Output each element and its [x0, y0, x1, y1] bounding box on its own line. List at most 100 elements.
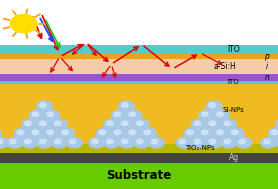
- Circle shape: [136, 139, 143, 144]
- Circle shape: [59, 128, 75, 139]
- Circle shape: [126, 110, 142, 121]
- Circle shape: [176, 137, 192, 148]
- Circle shape: [221, 119, 237, 130]
- Circle shape: [194, 121, 201, 125]
- Circle shape: [10, 15, 37, 33]
- Circle shape: [264, 139, 270, 144]
- Circle shape: [184, 128, 199, 139]
- Circle shape: [214, 110, 229, 121]
- Circle shape: [32, 130, 39, 135]
- Circle shape: [10, 139, 16, 144]
- Circle shape: [149, 137, 164, 148]
- Circle shape: [37, 101, 52, 112]
- Circle shape: [206, 119, 222, 130]
- Circle shape: [276, 119, 278, 130]
- Circle shape: [209, 139, 216, 144]
- Bar: [0, 74, 278, 81]
- Circle shape: [271, 130, 278, 135]
- Circle shape: [191, 119, 207, 130]
- Circle shape: [32, 112, 39, 116]
- Circle shape: [224, 121, 230, 125]
- Circle shape: [47, 130, 53, 135]
- Circle shape: [206, 137, 222, 148]
- Circle shape: [141, 128, 157, 139]
- Circle shape: [191, 137, 207, 148]
- Circle shape: [214, 128, 229, 139]
- Text: Ag: Ag: [229, 153, 239, 162]
- Circle shape: [111, 110, 127, 121]
- Circle shape: [221, 137, 237, 148]
- Bar: [0, 59, 278, 74]
- Circle shape: [199, 110, 214, 121]
- Circle shape: [119, 101, 134, 112]
- Circle shape: [24, 139, 31, 144]
- Circle shape: [136, 121, 143, 125]
- Circle shape: [129, 112, 135, 116]
- Circle shape: [0, 137, 9, 148]
- Circle shape: [54, 139, 61, 144]
- Circle shape: [202, 130, 208, 135]
- Text: ITO: ITO: [228, 79, 239, 85]
- Circle shape: [268, 128, 278, 139]
- Circle shape: [92, 139, 98, 144]
- Circle shape: [209, 103, 216, 107]
- Circle shape: [96, 128, 112, 139]
- Circle shape: [236, 137, 252, 148]
- Circle shape: [239, 139, 245, 144]
- Circle shape: [52, 137, 67, 148]
- Circle shape: [209, 121, 216, 125]
- Bar: [0, 84, 278, 144]
- Circle shape: [104, 137, 119, 148]
- Bar: [0, 163, 278, 189]
- Circle shape: [29, 110, 45, 121]
- Text: n: n: [264, 73, 269, 82]
- Circle shape: [202, 112, 208, 116]
- Circle shape: [119, 137, 134, 148]
- Circle shape: [187, 130, 193, 135]
- Circle shape: [114, 130, 121, 135]
- Circle shape: [276, 137, 278, 148]
- Circle shape: [0, 139, 3, 144]
- Circle shape: [217, 112, 223, 116]
- Circle shape: [106, 121, 113, 125]
- Circle shape: [24, 121, 31, 125]
- Circle shape: [194, 139, 201, 144]
- Circle shape: [54, 121, 61, 125]
- Circle shape: [111, 128, 127, 139]
- Circle shape: [106, 139, 113, 144]
- Circle shape: [39, 103, 46, 107]
- Circle shape: [199, 128, 214, 139]
- Text: TiO₂-NPs: TiO₂-NPs: [185, 145, 215, 151]
- Circle shape: [7, 137, 22, 148]
- Text: a-Si:H: a-Si:H: [214, 62, 237, 71]
- Bar: [0, 81, 278, 84]
- Circle shape: [89, 137, 104, 148]
- Circle shape: [179, 139, 186, 144]
- Circle shape: [29, 128, 45, 139]
- Circle shape: [121, 121, 128, 125]
- Text: Substrate: Substrate: [106, 169, 172, 182]
- Circle shape: [121, 103, 128, 107]
- Circle shape: [70, 139, 76, 144]
- Circle shape: [37, 119, 52, 130]
- Circle shape: [224, 139, 230, 144]
- Circle shape: [37, 137, 52, 148]
- Bar: [0, 54, 278, 59]
- Circle shape: [39, 139, 46, 144]
- Circle shape: [152, 139, 158, 144]
- Circle shape: [22, 137, 37, 148]
- Text: ITO: ITO: [227, 45, 240, 54]
- Circle shape: [104, 119, 119, 130]
- Circle shape: [114, 112, 121, 116]
- Circle shape: [121, 139, 128, 144]
- Circle shape: [99, 130, 106, 135]
- Circle shape: [129, 130, 135, 135]
- Circle shape: [144, 130, 150, 135]
- Circle shape: [52, 119, 67, 130]
- Circle shape: [217, 130, 223, 135]
- Text: Si-NPs: Si-NPs: [223, 107, 244, 113]
- Circle shape: [0, 128, 1, 139]
- Circle shape: [232, 130, 238, 135]
- Circle shape: [229, 128, 244, 139]
- Circle shape: [44, 110, 60, 121]
